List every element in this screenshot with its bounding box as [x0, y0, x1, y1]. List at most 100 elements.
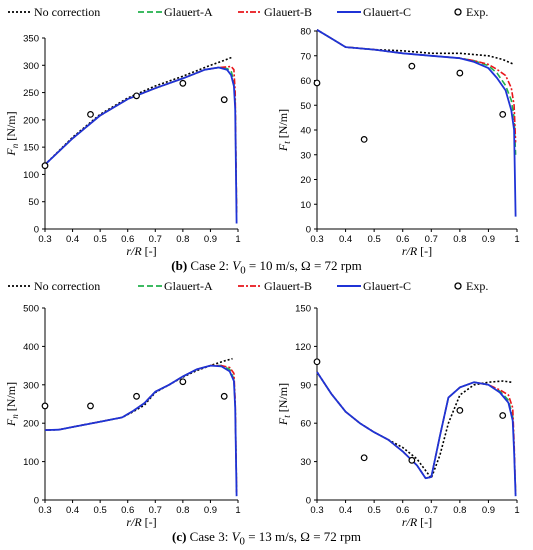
case2-fn-exp-point-4 — [220, 96, 228, 104]
case2-ft-ytick-label-1: 10 — [300, 200, 311, 211]
case3-fn-xlabel-var: r/R — [126, 515, 142, 529]
case3-ft-ylabel-sub: t — [282, 415, 292, 418]
case3-fn-xtick-label-3: 0.6 — [121, 505, 134, 516]
case3-fn-ylabel: Fn [N/m] — [4, 382, 20, 427]
case2-fn-ytick-label-5: 250 — [23, 88, 39, 99]
case2-ft-ytick-label-6: 60 — [300, 76, 311, 87]
caption-case3-rest: = 13 m/s, Ω = 72 rpm — [244, 529, 361, 544]
case3-ft-ytick-label-0: 0 — [306, 496, 311, 507]
case3-fn-xlabel-unit: [-] — [142, 515, 157, 529]
legend-bottom-item-glauert-c: Glauert-C — [335, 278, 411, 294]
legend-top-label-3: Glauert-C — [363, 4, 411, 19]
case3-fn-exp-point-4 — [220, 392, 228, 400]
case2-fn-series-glauert-c — [44, 66, 238, 224]
case3-ft-chart: 0 30 60 90 120 150 0.3 0.4 0.5 0.6 0.7 0.8 0.9 1 r/R [… — [276, 304, 520, 530]
case3-ft-ytick-label-2: 60 — [300, 419, 311, 430]
case3-ft-ytick-label-4: 120 — [295, 342, 311, 353]
caption-case3-tag: (c) — [171, 529, 187, 544]
case2-fn-ytick-label-3: 150 — [23, 143, 39, 154]
case2-fn-ylabel-sub: n — [10, 143, 20, 148]
case2-fn-xtick-label-3: 0.6 — [121, 234, 134, 245]
case2-ft-ytick-label-4: 40 — [300, 126, 311, 137]
legend-bottom-item-glauert-b: Glauert-B — [236, 278, 312, 294]
case2-ft-series-glauert-a — [316, 29, 517, 155]
case3-fn-xtick-label-4: 0.7 — [149, 505, 162, 516]
legend-bottom-swatch-3 — [337, 285, 361, 287]
legend-bottom-item-exp-: Exp. — [452, 278, 488, 294]
case2-fn-chart: 0 50 100 150 200 250 300 350 0.3 0.4 0.5 0.6 0.7 0.8 0… — [4, 34, 241, 259]
case2-fn-xtick-label-0: 0.3 — [38, 234, 51, 245]
case2-fn-exp-point-3 — [179, 79, 187, 87]
case2-ft-exp-point-0 — [313, 79, 321, 87]
case2-ft-ytick-label-8: 80 — [300, 27, 311, 38]
legend-top-swatch-2 — [238, 11, 262, 13]
case2-ft-xtick-label-3: 0.6 — [396, 234, 409, 245]
legend-top-marker-exp — [454, 8, 462, 16]
legend-bottom-label-2: Glauert-B — [264, 278, 312, 293]
case3-ft-ylabel: Ft [N/m] — [276, 383, 292, 426]
legend-bottom-swatch-4 — [454, 282, 462, 290]
legend-bottom: No correction Glauert-A Glauert-B Glauert-C… — [0, 278, 533, 294]
case2-ft-ylabel-main: F — [276, 143, 290, 152]
case2-ft-xlabel-unit: [-] — [417, 244, 432, 258]
case2-ft-ylabel: Ft [N/m] — [276, 109, 292, 152]
case2-fn-ytick-label-1: 50 — [28, 197, 39, 208]
legend-top-swatch-3 — [337, 11, 361, 13]
legend-top-label-4: Exp. — [466, 4, 489, 19]
case3-ft-xtick-label-6: 0.9 — [482, 505, 495, 516]
case2-ft-xtick-label-4: 0.7 — [425, 234, 438, 245]
case3-fn-ylabel-sub: n — [10, 414, 20, 419]
case3-fn-series-glauert-a — [44, 364, 238, 493]
case2-fn-xtick-label-7: 1 — [235, 234, 240, 245]
case3-ft-xtick-label-1: 0.4 — [339, 505, 352, 516]
legend-bottom-label-1: Glauert-A — [164, 278, 213, 293]
case2-fn-xtick-label-1: 0.4 — [66, 234, 79, 245]
legend-top-label-2: Glauert-B — [264, 4, 312, 19]
case3-fn-exp-point-3 — [179, 378, 187, 386]
case3-fn-xlabel: r/R [-] — [126, 515, 156, 529]
caption-case3: (c) Case 3: V0 = 13 m/s, Ω = 72 rpm — [0, 529, 533, 548]
case2-ft-exp-point-3 — [456, 69, 464, 77]
legend-top-label-1: Glauert-A — [164, 4, 213, 19]
case3-ft-xtick-label-2: 0.5 — [368, 505, 381, 516]
legend-top-item-exp-: Exp. — [452, 4, 488, 20]
case2-fn-xtick-label-4: 0.7 — [149, 234, 162, 245]
legend-top-item-no-correction: No correction — [6, 4, 100, 20]
caption-case2-text: Case 2: — [187, 258, 233, 273]
case2-fn-ylabel-unit: [N/m] — [4, 111, 18, 143]
case2-ft-ytick-label-0: 0 — [306, 225, 311, 236]
legend-top-item-glauert-c: Glauert-C — [335, 4, 411, 20]
case2-fn-exp-point-1 — [87, 110, 94, 118]
case3-ft-exp-point-0 — [313, 358, 321, 366]
case2-fn-ytick-label-6: 300 — [23, 61, 39, 72]
case2-ft-ytick-label-2: 20 — [300, 175, 311, 186]
legend-bottom-marker-exp — [454, 282, 462, 290]
case3-fn-exp-point-0 — [41, 402, 49, 410]
caption-case2: (b) Case 2: V0 = 10 m/s, Ω = 72 rpm — [0, 258, 533, 277]
caption-case2-v: V — [232, 258, 241, 273]
legend-top-swatch-1 — [138, 11, 162, 13]
case3-ft-xtick-label-0: 0.3 — [310, 505, 323, 516]
case2-ft-xtick-label-0: 0.3 — [310, 234, 323, 245]
case3-ft-xlabel-unit: [-] — [417, 515, 432, 529]
case2-ft-ytick-label-5: 50 — [300, 101, 311, 112]
case2-ft-exp-point-4 — [499, 111, 507, 118]
case3-ft-ytick-label-3: 90 — [300, 380, 311, 391]
case3-fn-ytick-label-1: 100 — [23, 457, 39, 468]
case3-ft-exp-point-2 — [408, 456, 416, 464]
case2-fn-series-glauert-b — [44, 65, 238, 213]
case2-fn-ylabel: Fn [N/m] — [4, 111, 20, 156]
case2-fn-ytick-label-0: 0 — [34, 225, 39, 236]
legend-top-item-glauert-a: Glauert-A — [136, 4, 213, 20]
caption-case2-v-sub: 0 — [240, 264, 246, 277]
legend-bottom-label-4: Exp. — [466, 278, 489, 293]
case2-fn-ylabel-main: F — [4, 148, 18, 157]
case3-fn-ytick-label-4: 400 — [23, 342, 39, 353]
case3-fn-xtick-label-6: 0.9 — [204, 505, 217, 516]
case3-fn-series-glauert-b — [44, 364, 238, 493]
case3-ft-xlabel: r/R [-] — [402, 515, 432, 529]
case2-fn-xtick-label-6: 0.9 — [204, 234, 217, 245]
case2-ft-ytick-label-7: 70 — [300, 51, 311, 62]
case2-ft-xtick-label-5: 0.8 — [453, 234, 466, 245]
